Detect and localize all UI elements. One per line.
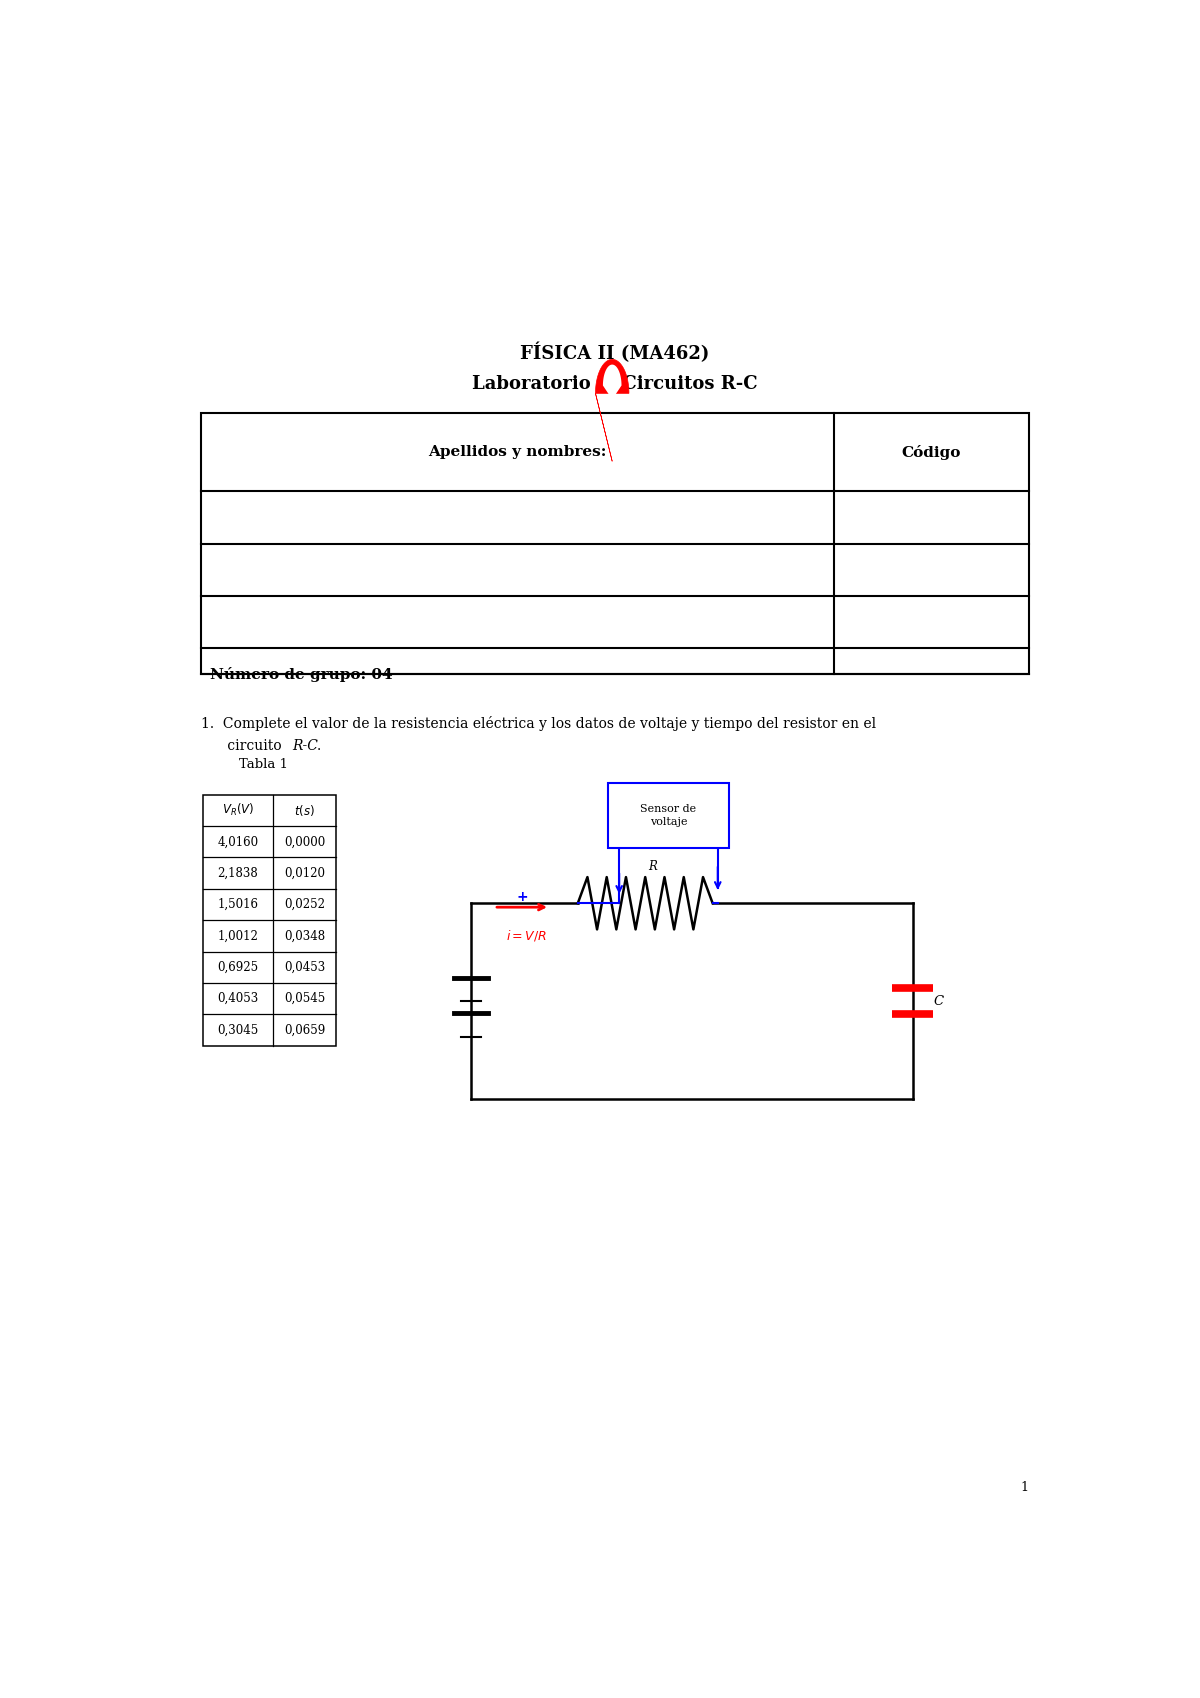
Polygon shape [595,360,629,462]
Text: 0,0000: 0,0000 [283,835,325,849]
Text: R-C: R-C [293,739,318,752]
Bar [202,413,1028,674]
Text: 0,4053: 0,4053 [217,992,258,1005]
Text: C: C [934,995,943,1009]
Text: Tabla 1: Tabla 1 [239,759,288,771]
Text: 0,0659: 0,0659 [283,1024,325,1036]
Text: 1: 1 [1021,1481,1028,1494]
Text: 2,1838: 2,1838 [217,866,258,880]
Text: 1,5016: 1,5016 [217,898,258,912]
Text: Apellidos y nombres:: Apellidos y nombres: [428,445,606,458]
Text: 4,0160: 4,0160 [217,835,258,849]
Polygon shape [602,365,622,406]
Text: .: . [317,739,320,752]
Bar [203,795,336,1046]
Text: R: R [648,861,658,873]
Text: circuito: circuito [202,739,286,752]
Text: Laboratorio 7: Circuitos R-C: Laboratorio 7: Circuitos R-C [472,375,758,394]
Text: Sensor de
voltaje: Sensor de voltaje [641,805,696,827]
Text: Código: Código [901,445,961,460]
Text: $V_R(V)$: $V_R(V)$ [222,803,254,818]
Text: 0,0453: 0,0453 [283,961,325,975]
Text: 0,0120: 0,0120 [284,866,325,880]
Text: 0,0252: 0,0252 [284,898,325,912]
Text: 1.  Complete el valor de la resistencia eléctrica y los datos de voltaje y tiemp: 1. Complete el valor de la resistencia e… [202,717,876,732]
Text: 0,0348: 0,0348 [284,929,325,942]
Text: 0,0545: 0,0545 [283,992,325,1005]
Text: FÍSICA II (MA462): FÍSICA II (MA462) [521,343,709,363]
Text: $t(s)$: $t(s)$ [294,803,314,818]
Text: 0,6925: 0,6925 [217,961,258,975]
Text: Número de grupo: 04: Número de grupo: 04 [210,667,394,683]
Text: 0,3045: 0,3045 [217,1024,258,1036]
Bar [608,783,728,849]
Text: +: + [516,890,528,903]
Text: $i = V/R$: $i = V/R$ [506,929,547,944]
Text: 1,0012: 1,0012 [217,929,258,942]
